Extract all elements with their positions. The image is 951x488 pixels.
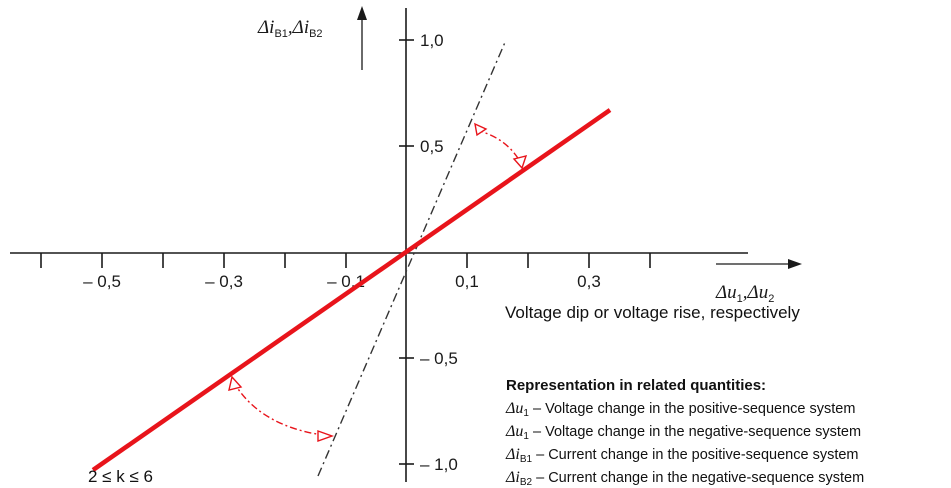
lower-rotation-arrow [228,375,335,442]
legend-item: Δu1 – Voltage change in the negative-seq… [505,423,861,442]
x-tick-label: – 0,1 [327,272,365,291]
legend-item: Δu1 – Voltage change in the positive-seq… [505,400,855,419]
legend-item: ΔiB2 – Current change in the negative-se… [505,469,864,488]
upper-rotation-arrow [474,122,528,170]
characteristic-line [91,108,612,472]
legend-title: Representation in related quantities: [506,377,766,394]
y-tick-label: – 1,0 [420,455,458,474]
y-axis-label-arrow [357,6,367,70]
x-axis-ticks [40,253,651,268]
y-axis-label: ΔiB1,ΔiB2 [257,17,323,40]
y-tick-label: 1,0 [420,31,444,50]
legend-item: ΔiB1 – Current change in the positive-se… [505,446,859,465]
x-axis-label-arrow [716,259,802,269]
y-axis-ticks [399,39,414,465]
x-tick-label: 0,1 [455,272,479,291]
x-axis-description: Voltage dip or voltage rise, respectivel… [505,303,800,322]
dashdot-reference-line [317,39,507,477]
k-range-label: 2 ≤ k ≤ 6 [88,467,153,486]
y-tick-label: 0,5 [420,137,444,156]
x-tick-label: – 0,3 [205,272,243,291]
x-axis-label: Δu1,Δu2 [715,282,774,305]
x-tick-label: – 0,5 [83,272,121,291]
y-tick-label: – 0,5 [420,349,458,368]
x-tick-label: 0,3 [577,272,601,291]
